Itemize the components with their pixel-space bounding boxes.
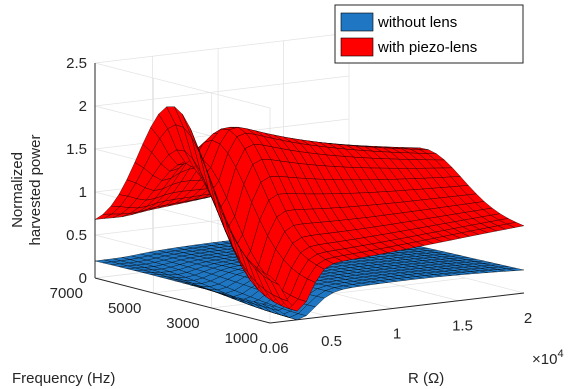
z-tick-labels: 0 0.5 1 1.5 2 2.5 (66, 55, 87, 287)
frequency-axis-line (94, 277, 271, 324)
frequency-tick-label-0: 1000 (225, 330, 258, 347)
legend-swatch-with-piezo-lens (340, 37, 374, 57)
legend: without lens with piezo-lens (334, 4, 524, 64)
z-tick-label-0: 0 (79, 270, 87, 287)
r-tick-label-0: 0.06 (259, 340, 288, 357)
r-tick-labels: 0.06 0.5 1 1.5 2 (259, 310, 532, 357)
r-axis-line (269, 292, 525, 324)
z-axis-label-line1: Normalized (9, 152, 26, 228)
grid-back-z-5 (94, 32, 350, 64)
z-tick-label-5: 2.5 (66, 55, 87, 72)
z-axis-label-line2: harvested power (27, 135, 44, 246)
legend-label-without-lens: without lens (377, 14, 457, 31)
grid-side-z-5 (94, 62, 271, 109)
with-piezo-lens-patch-27-0 (506, 222, 525, 228)
r-tick-label-2: 1 (393, 325, 401, 342)
z-axis-label: Normalized harvested power (9, 135, 44, 246)
frequency-tick-label-2: 5000 (108, 300, 141, 317)
frequency-axis-label: Frequency (Hz) (12, 370, 115, 387)
legend-swatch-without-lens (340, 12, 374, 32)
legend-label-with-piezo-lens: with piezo-lens (377, 39, 477, 56)
frequency-tick-label-1: 3000 (166, 315, 199, 332)
z-tick-label-4: 2 (79, 98, 87, 115)
frequency-tick-labels: 1000 3000 5000 7000 (50, 285, 258, 347)
r-axis-label: R (Ω) (408, 370, 444, 387)
z-tick-label-3: 1.5 (66, 141, 87, 158)
z-tick-label-2: 1 (79, 184, 87, 201)
without-lens-patch-27-0 (506, 268, 525, 271)
frequency-tick-label-3: 7000 (50, 285, 83, 302)
z-tick-label-1: 0.5 (66, 227, 87, 244)
surface-with-piezo-lens (94, 106, 525, 312)
r-tick-label-1: 0.5 (321, 333, 342, 350)
r-tick-label-3: 1.5 (452, 318, 473, 335)
r-axis-exponent: ×104 (532, 348, 564, 368)
grid-back-z-4 (94, 75, 350, 107)
r-tick-label-4: 2 (524, 310, 532, 327)
